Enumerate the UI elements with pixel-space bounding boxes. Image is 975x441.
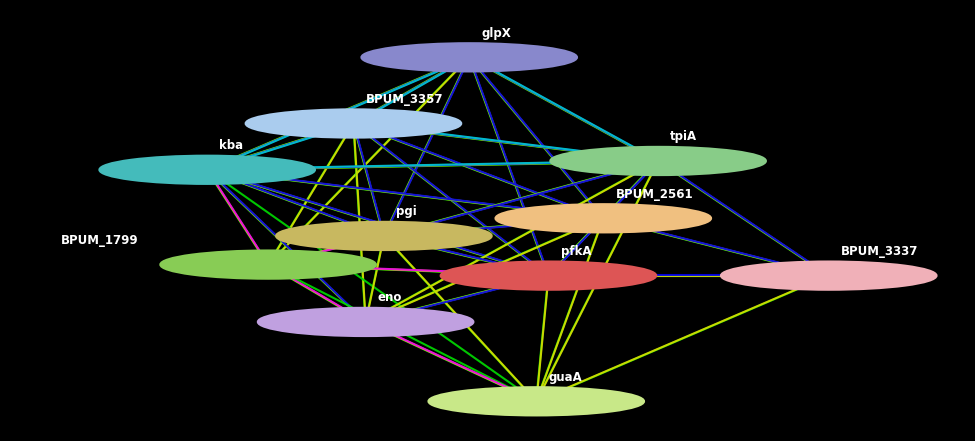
Text: tpiA: tpiA (671, 131, 697, 143)
Text: glpX: glpX (482, 27, 511, 40)
Text: pgi: pgi (396, 206, 417, 218)
Ellipse shape (276, 222, 491, 250)
Text: pfkA: pfkA (561, 245, 591, 258)
Text: kba: kba (219, 139, 244, 152)
Ellipse shape (246, 109, 461, 138)
Ellipse shape (160, 250, 376, 279)
Ellipse shape (550, 147, 766, 175)
Ellipse shape (362, 43, 577, 71)
Text: guaA: guaA (548, 371, 582, 384)
Ellipse shape (428, 387, 644, 415)
Ellipse shape (99, 156, 315, 184)
Ellipse shape (257, 308, 474, 336)
Text: eno: eno (378, 292, 402, 304)
Ellipse shape (441, 262, 656, 290)
Text: BPUM_1799: BPUM_1799 (60, 234, 138, 247)
Ellipse shape (495, 204, 711, 232)
Text: BPUM_2561: BPUM_2561 (615, 188, 693, 201)
Text: BPUM_3337: BPUM_3337 (840, 245, 918, 258)
Ellipse shape (721, 262, 937, 290)
Text: BPUM_3357: BPUM_3357 (366, 93, 443, 106)
